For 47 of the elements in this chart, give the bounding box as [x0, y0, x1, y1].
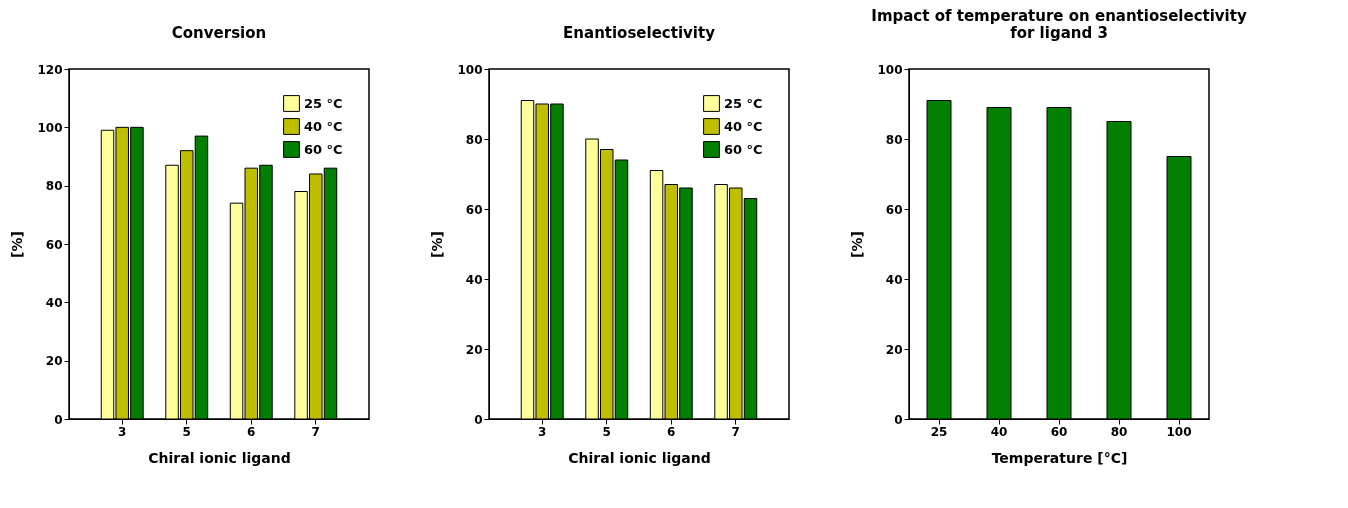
x-tick-label: 100	[1166, 424, 1192, 439]
x-tick-label: 80	[1110, 424, 1128, 439]
x-tick-label: 40	[990, 424, 1008, 439]
legend-label: 60 °C	[724, 141, 763, 157]
y-tick-label: 20	[885, 342, 903, 357]
x-axis-title: Temperature [°C]	[991, 449, 1128, 466]
y-tick-label: 100	[457, 62, 483, 77]
x-tick-label: 6	[247, 424, 256, 439]
chart-title: Conversion	[171, 24, 267, 42]
legend-label: 25 °C	[304, 95, 343, 111]
x-axis-title: Chiral ionic ligand	[148, 449, 291, 466]
y-tick-label: 80	[465, 132, 483, 147]
y-axis-title: [%]	[849, 231, 866, 258]
y-tick-label: 40	[45, 295, 63, 310]
x-tick-label: 3	[118, 424, 127, 439]
y-axis-title: [%]	[429, 231, 446, 258]
x-tick-label: 25	[930, 424, 948, 439]
y-tick-label: 100	[877, 62, 903, 77]
legend-label: 60 °C	[304, 141, 343, 157]
y-tick-label: 80	[45, 179, 63, 194]
y-tick-label: 0	[474, 412, 483, 427]
y-tick-label: 20	[45, 354, 63, 369]
x-tick-label: 5	[602, 424, 611, 439]
y-tick-label: 60	[45, 237, 63, 252]
x-tick-label: 6	[667, 424, 676, 439]
y-tick-label: 40	[465, 272, 483, 287]
y-tick-label: 40	[885, 272, 903, 287]
y-tick-label: 100	[37, 120, 63, 135]
x-tick-label: 7	[731, 424, 740, 439]
legend-label: 40 °C	[724, 118, 763, 134]
y-axis-title: [%]	[9, 231, 26, 258]
x-tick-label: 3	[538, 424, 547, 439]
chart-title: Impact of temperature on enantioselectivity for ligand 3	[871, 7, 1247, 42]
x-axis-title: Chiral ionic ligand	[568, 449, 711, 466]
y-tick-label: 0	[54, 412, 63, 427]
y-tick-label: 0	[894, 412, 903, 427]
chart-title: Enantioselectivity	[563, 24, 716, 42]
legend-label: 25 °C	[724, 95, 763, 111]
x-tick-label: 5	[182, 424, 191, 439]
y-tick-label: 120	[37, 62, 63, 77]
legend-label: 40 °C	[304, 118, 343, 134]
x-tick-label: 60	[1050, 424, 1068, 439]
x-tick-label: 7	[311, 424, 320, 439]
y-tick-label: 60	[465, 202, 483, 217]
y-tick-label: 20	[465, 342, 483, 357]
y-tick-label: 80	[885, 132, 903, 147]
y-tick-label: 60	[885, 202, 903, 217]
